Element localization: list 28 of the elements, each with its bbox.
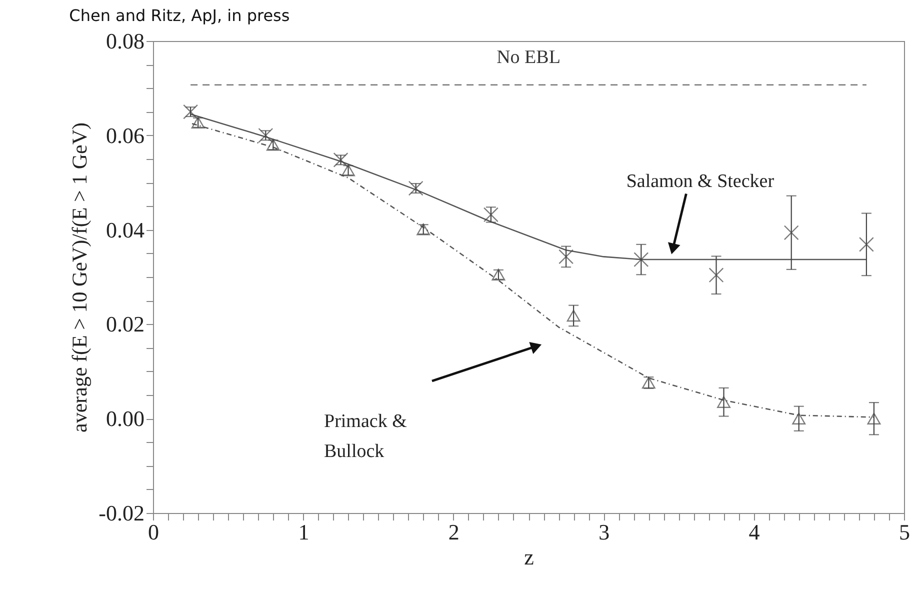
chart-title: Chen and Ritz, ApJ, in press — [69, 6, 290, 25]
y-tick-label: 0.00 — [106, 406, 144, 432]
x-tick-label: 1 — [298, 520, 310, 544]
point — [867, 412, 881, 425]
x-tick-label: 4 — [748, 520, 760, 544]
x-tick-label: 2 — [448, 520, 460, 544]
x-tick-label: 3 — [598, 520, 610, 544]
point — [717, 396, 730, 408]
x-tick-label: 0 — [148, 520, 159, 544]
line-series — [190, 114, 868, 260]
point — [566, 310, 580, 322]
x-tick-label: 5 — [899, 520, 910, 544]
y-tick-label: 0.02 — [106, 312, 144, 337]
y-tick-label: 0.08 — [106, 28, 144, 54]
point — [634, 252, 649, 268]
x-axis-title: z — [524, 544, 534, 570]
point — [558, 249, 574, 264]
series-label: No EBL — [496, 46, 560, 68]
point — [708, 268, 724, 283]
point — [792, 412, 806, 425]
annotation: Salamon & Stecker — [626, 170, 775, 192]
point — [784, 225, 799, 240]
point — [858, 236, 874, 252]
y-tick-label: 0.04 — [106, 217, 144, 242]
y-tick-label: 0.06 — [106, 122, 144, 148]
y-tick-label: -0.02 — [98, 500, 144, 526]
annotation: Primack & Bullock — [324, 411, 408, 462]
y-axis-title: average f(E > 10 GeV)/f(E > 1 GeV) — [68, 122, 92, 432]
